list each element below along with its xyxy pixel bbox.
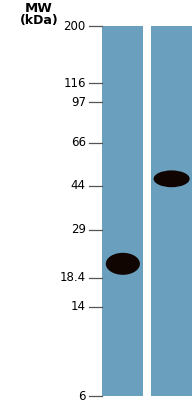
Bar	[151, 26, 192, 396]
Ellipse shape	[154, 170, 190, 187]
Bar	[102, 26, 143, 396]
Text: 14: 14	[71, 300, 86, 313]
Text: 6: 6	[78, 390, 86, 400]
Text: 66: 66	[71, 136, 86, 150]
Text: 200: 200	[64, 20, 86, 32]
Text: 97: 97	[71, 96, 86, 109]
Text: 44: 44	[71, 179, 86, 192]
Text: MW: MW	[25, 2, 53, 15]
Text: 29: 29	[71, 223, 86, 236]
Text: 18.4: 18.4	[60, 271, 86, 284]
Text: (kDa): (kDa)	[20, 14, 58, 27]
Text: 116: 116	[63, 77, 86, 90]
Ellipse shape	[106, 253, 140, 275]
